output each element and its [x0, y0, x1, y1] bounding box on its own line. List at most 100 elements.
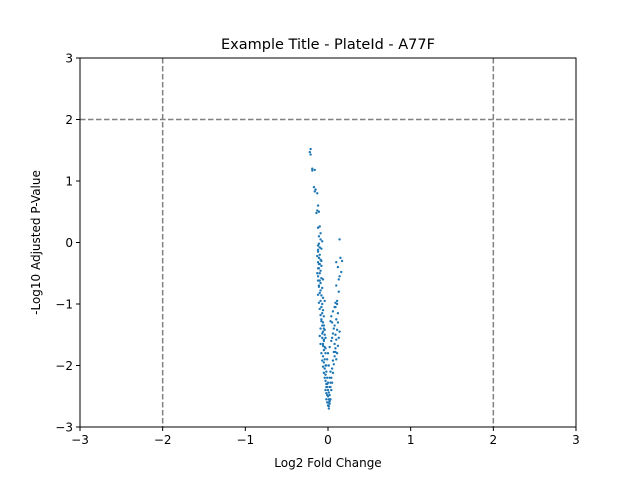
y-tick-label: −3: [55, 421, 73, 435]
data-point: [313, 190, 316, 193]
data-point: [318, 279, 321, 282]
data-point: [325, 391, 328, 395]
data-point: [330, 321, 334, 324]
data-point: [340, 259, 344, 263]
data-point: [314, 188, 317, 191]
x-tick-label: 0: [324, 433, 332, 447]
data-point: [318, 225, 321, 228]
data-point: [317, 262, 321, 266]
data-point: [319, 281, 322, 285]
data-point: [335, 260, 338, 264]
data-point: [330, 315, 333, 318]
data-point: [332, 350, 335, 354]
data-point: [321, 365, 325, 368]
data-point: [326, 401, 330, 404]
data-point: [322, 361, 326, 364]
data-point: [330, 336, 334, 340]
data-point: [318, 246, 321, 249]
data-point: [324, 373, 327, 376]
x-tick-label: −1: [236, 433, 254, 447]
data-point: [340, 270, 343, 274]
data-point: [332, 327, 335, 330]
x-tick-label: −3: [71, 433, 89, 447]
data-point: [321, 342, 325, 346]
data-point: [329, 320, 332, 323]
data-point: [317, 256, 321, 260]
y-axis-ticks: −3 −2 −1 0 1 2 3: [55, 52, 80, 435]
data-point: [329, 381, 332, 384]
data-point: [318, 272, 321, 275]
data-point: [330, 376, 333, 379]
data-point: [333, 324, 336, 327]
data-point: [334, 350, 337, 354]
data-point: [317, 301, 321, 304]
data-point: [332, 363, 335, 366]
data-point: [320, 320, 323, 323]
data-point: [330, 339, 333, 343]
x-tick-label: 3: [572, 433, 580, 447]
data-point: [320, 276, 323, 280]
y-tick-label: 0: [65, 236, 73, 250]
data-point: [335, 352, 339, 355]
data-point: [309, 147, 312, 151]
data-point: [316, 254, 319, 258]
data-point: [329, 398, 332, 401]
data-point: [324, 379, 327, 383]
data-point: [335, 318, 338, 321]
data-point: [323, 299, 326, 303]
data-point: [336, 312, 340, 315]
data-point: [316, 250, 320, 253]
data-point: [325, 358, 329, 361]
data-point: [323, 376, 326, 379]
y-tick-label: 3: [65, 52, 73, 66]
x-tick-label: 2: [490, 433, 498, 447]
data-point: [316, 244, 320, 247]
data-point: [322, 338, 326, 341]
data-point: [325, 398, 328, 401]
data-point: [326, 381, 330, 384]
data-point: [318, 253, 321, 256]
data-point: [315, 211, 318, 215]
data-point: [311, 167, 314, 170]
data-point: [336, 265, 340, 269]
data-point: [309, 153, 312, 156]
data-point: [331, 359, 335, 362]
data-point: [319, 327, 322, 330]
data-point: [321, 240, 324, 243]
data-point: [330, 388, 333, 392]
data-point: [335, 358, 338, 361]
data-point: [330, 381, 334, 384]
data-point: [316, 293, 320, 296]
data-point: [320, 318, 323, 321]
data-point: [324, 388, 327, 392]
data-point: [328, 399, 331, 403]
data-point: [326, 352, 330, 355]
x-tick-label: 1: [407, 433, 415, 447]
data-point: [331, 332, 335, 335]
data-point: [328, 376, 331, 379]
data-point: [320, 352, 323, 355]
data-point: [325, 376, 329, 379]
data-point: [338, 330, 341, 333]
data-point: [326, 388, 330, 392]
data-point: [308, 150, 312, 154]
data-point: [324, 347, 327, 350]
data-point: [316, 275, 320, 278]
data-point: [319, 342, 322, 346]
data-point: [321, 344, 325, 348]
data-point: [325, 364, 328, 367]
data-point: [320, 264, 323, 268]
data-point: [319, 238, 322, 241]
x-axis-ticks: −3 −2 −1 0 1 2 3: [71, 427, 580, 447]
data-point: [322, 315, 326, 318]
data-point: [337, 336, 340, 340]
data-point: [320, 305, 323, 309]
data-point: [312, 185, 316, 189]
data-point: [325, 385, 328, 389]
data-point: [313, 168, 316, 172]
data-point: [320, 294, 323, 297]
data-point: [324, 352, 327, 355]
data-point: [319, 232, 322, 235]
data-point: [324, 336, 327, 340]
data-point: [316, 272, 319, 275]
